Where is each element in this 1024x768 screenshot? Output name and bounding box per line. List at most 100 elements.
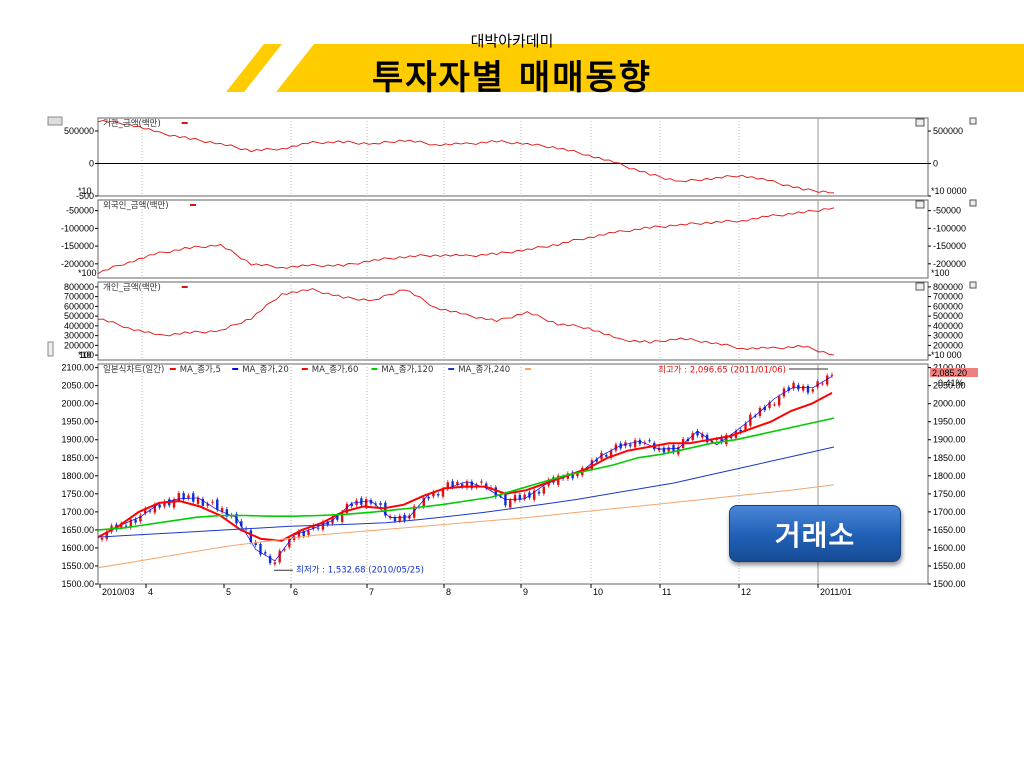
y-tick-label-right: 200000	[933, 340, 963, 350]
candle-body	[720, 436, 723, 443]
candle-body	[528, 492, 531, 498]
candle-body	[144, 508, 147, 514]
y-tick-label-right: 1500.00	[933, 579, 966, 589]
y-tick-label: 1650.00	[61, 525, 94, 535]
candle-body	[725, 435, 728, 445]
candle-body	[460, 484, 464, 487]
y-tick-label-right: -150000	[933, 241, 966, 251]
candle-body	[609, 450, 613, 458]
scale-marker: *100	[78, 268, 97, 278]
legend-individuals: 개인_금액(백만)	[103, 282, 161, 293]
y-tick-label-right: 2000.00	[933, 399, 966, 409]
candle-body	[777, 396, 781, 406]
low-annotation: 최저가 : 1,532.68 (2010/05/25)	[296, 565, 424, 576]
candle-body	[364, 499, 368, 507]
candle-body	[216, 499, 219, 510]
y-tick-label-right: 1900.00	[933, 435, 966, 445]
y-tick-label: 1800.00	[61, 471, 94, 481]
y-tick-label: 1500.00	[61, 579, 94, 589]
candle-body	[283, 549, 286, 551]
candle-body	[307, 530, 310, 535]
legend-swatch	[232, 368, 239, 370]
org-name: 대박아카데미	[470, 32, 554, 50]
candle-body	[379, 503, 382, 505]
y-tick-label: 1550.00	[61, 561, 94, 571]
candle-body	[345, 503, 349, 513]
candle-body	[667, 447, 670, 452]
legend-swatch	[181, 122, 188, 124]
scale-marker: *10	[78, 350, 92, 360]
scroll-arrows-icon	[47, 116, 63, 126]
candle-body	[557, 475, 560, 485]
panel-close-icon	[969, 281, 977, 289]
candle-body	[816, 381, 819, 388]
legend-swatch	[190, 204, 196, 206]
candle-body	[696, 431, 699, 436]
candle-body	[192, 493, 195, 502]
candle-body	[350, 503, 353, 507]
y-tick-label: 2100.00	[61, 363, 94, 373]
legend-item: MA_종가,60	[312, 365, 359, 375]
candle-body	[100, 537, 104, 540]
panel-frame-0	[97, 117, 929, 197]
ma120-line	[97, 446, 835, 538]
y-tick-label: 1950.00	[61, 417, 94, 427]
candle-body	[729, 436, 733, 439]
x-tick-label: 6	[293, 587, 298, 596]
y-tick-label: 600000	[64, 301, 94, 311]
candle-body	[398, 515, 401, 522]
y-tick-label-right: 1650.00	[933, 525, 966, 535]
candle-body	[571, 472, 574, 479]
y-tick-label: 2000.00	[61, 399, 94, 409]
legend-swatch	[525, 368, 531, 370]
candle-body	[297, 531, 301, 538]
candle-body	[701, 433, 704, 438]
candle-body	[801, 386, 805, 391]
candle-body	[163, 501, 166, 507]
candle-body	[485, 483, 488, 489]
exchange-button[interactable]: 거래소	[729, 505, 901, 562]
candle-body	[340, 511, 344, 522]
y-tick-label-right: 0	[933, 159, 938, 169]
legend-item: MA_종가,240	[458, 365, 510, 375]
y-tick-label: 200000	[64, 340, 94, 350]
candle-body	[268, 555, 272, 564]
candle-body	[259, 543, 262, 555]
candle-body	[509, 500, 512, 508]
candle-body	[763, 406, 766, 411]
last-price: 2,085.20	[932, 368, 967, 378]
y-tick-label-right: 1550.00	[933, 561, 966, 571]
candle-body	[542, 486, 546, 494]
legend-institutions: 기관_금액(백만)	[103, 118, 161, 129]
y-tick-label: 1850.00	[61, 453, 94, 463]
title-banner	[226, 44, 1024, 92]
ma60-line	[97, 417, 835, 531]
candle-body	[302, 531, 305, 537]
legend-swatch	[169, 368, 176, 370]
y-tick-label: 1750.00	[61, 489, 94, 499]
candle-body	[773, 404, 776, 406]
banner-stripe-1	[226, 44, 282, 92]
candle-body	[470, 481, 474, 489]
candle-body	[249, 530, 253, 543]
candle-body	[605, 454, 608, 457]
y-tick-label: 700000	[64, 292, 94, 302]
ma240-line	[97, 484, 835, 569]
legend-item: MA_종가,5	[180, 365, 221, 375]
candle-body	[187, 495, 190, 499]
candle-body	[254, 542, 257, 546]
candle-body	[811, 389, 814, 392]
candle-body	[177, 493, 181, 501]
candle-body	[825, 375, 829, 385]
y-tick-label-right: 1600.00	[933, 543, 966, 553]
y-tick-label: 0	[89, 159, 94, 169]
candle-body	[595, 459, 598, 462]
y-tick-label: 100	[79, 350, 94, 360]
candle-body	[648, 440, 651, 442]
last-change: 0.41%	[938, 378, 964, 388]
candle-body	[456, 481, 459, 485]
candle-body	[576, 473, 579, 477]
candle-body	[629, 444, 632, 447]
candle-body	[158, 504, 161, 508]
candle-body	[739, 430, 742, 433]
